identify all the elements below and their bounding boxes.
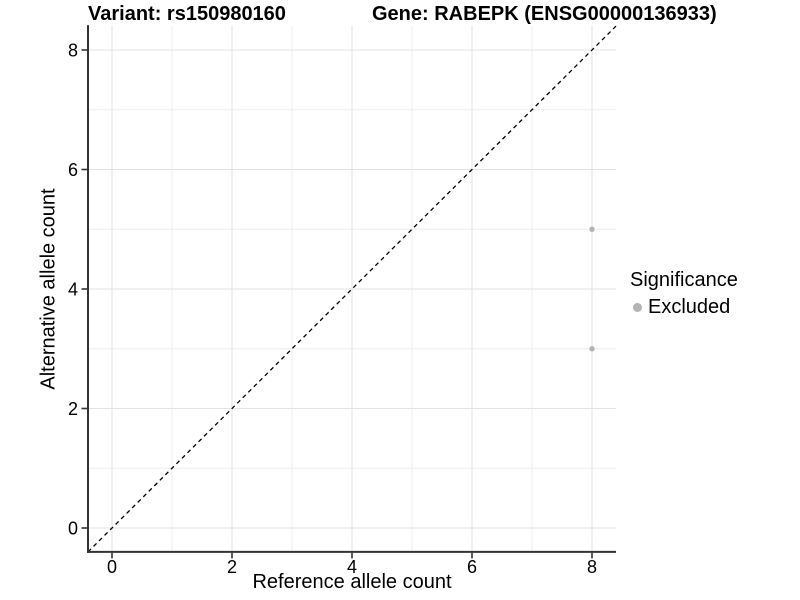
data-point [589,346,595,352]
legend-entry-label: Excluded [648,296,731,318]
x-axis-title: Reference allele count [252,571,452,593]
plot-title-gene: Gene: RABEPK (ENSG00000136933) [372,3,717,25]
legend-key-dot-icon [633,303,642,312]
x-tick-label: 8 [587,557,597,577]
y-axis-title: Alternative allele count [37,188,60,390]
y-tick-label: 0 [68,519,78,539]
legend-entry-excluded: Excluded [633,296,738,319]
y-tick-label: 4 [68,280,78,300]
data-point [589,226,595,232]
x-tick-label: 0 [107,557,117,577]
plot-title-variant: Variant: rs150980160 [88,3,286,25]
legend-title: Significance [630,269,738,291]
y-tick-label: 2 [68,399,78,419]
legend: Significance Excluded [630,269,738,319]
x-tick-label: 6 [467,557,477,577]
y-tick-label: 6 [68,160,78,180]
y-tick-label: 8 [68,41,78,61]
x-tick-label: 2 [227,557,237,577]
x-tick-label: 4 [347,557,357,577]
